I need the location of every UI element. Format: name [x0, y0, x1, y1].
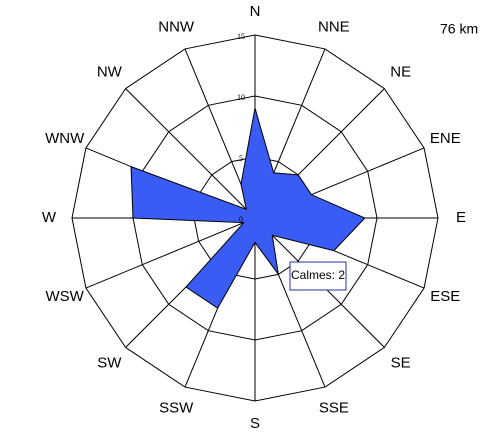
direction-label: NNW: [158, 19, 195, 36]
r-tick-label: 0: [239, 215, 243, 224]
r-tick-label: 10: [237, 93, 245, 102]
direction-label: E: [456, 209, 466, 226]
direction-label: NE: [390, 63, 411, 80]
annotation: Calmes: 2: [291, 268, 345, 282]
corner-text: 76 km: [440, 21, 478, 37]
direction-label: N: [250, 3, 261, 20]
r-tick-label: 15: [237, 32, 245, 41]
direction-label: W: [42, 209, 57, 226]
direction-label: SW: [97, 355, 122, 372]
direction-label: WNW: [45, 130, 85, 147]
direction-label: SE: [391, 355, 411, 372]
direction-label: NNE: [318, 19, 350, 36]
direction-label: ENE: [430, 130, 461, 147]
spoke: [125, 88, 256, 219]
spoke: [85, 217, 256, 289]
r-tick-label: 5: [239, 154, 243, 163]
direction-label: S: [250, 415, 260, 432]
direction-label: WSW: [46, 288, 85, 305]
direction-label: NW: [97, 63, 123, 80]
direction-label: SSW: [159, 399, 194, 416]
direction-label: SSE: [319, 399, 349, 416]
annotation-box: [289, 261, 347, 291]
direction-label: ESE: [430, 288, 460, 305]
wind-area: [130, 108, 366, 309]
